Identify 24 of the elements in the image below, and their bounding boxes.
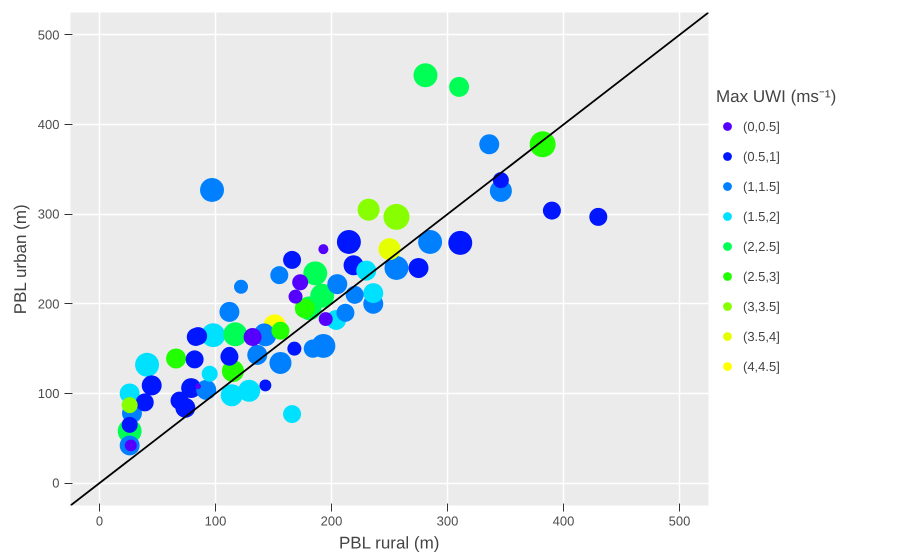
x-tick-label: 400 [552,514,574,528]
legend-label: (3.5,4] [743,328,780,344]
y-tick-label: 100 [38,386,60,401]
x-axis-title: PBL rural (m) [338,534,440,552]
y-tick-label: 300 [38,206,60,222]
y-axis-title: PBL urban (m) [10,204,30,314]
x-tick-label: 300 [436,514,458,528]
legend-label: (2.5,3] [743,268,780,284]
legend-label: (2,2.5] [743,238,780,254]
legend-label: (0,0.5] [743,118,780,134]
y-tick-label: 400 [38,117,60,132]
legend-label: (1.5,2] [743,208,780,224]
legend-label: (0.5,1] [743,148,780,164]
y-tick-label: 200 [38,296,60,312]
x-tick-label: 0 [96,514,104,528]
legend-label: (4,4.5] [743,358,780,374]
legend-label: (1,1.5] [743,178,780,194]
y-tick-label: 500 [38,27,60,42]
legend-title: Max UWI (ms⁻¹) [716,86,836,107]
legend-label: (3,3.5] [743,298,780,314]
x-tick-label: 500 [668,514,690,528]
x-tick-label: 200 [320,514,342,528]
x-tick-label: 100 [204,514,226,528]
y-tick-label: 0 [52,476,60,491]
